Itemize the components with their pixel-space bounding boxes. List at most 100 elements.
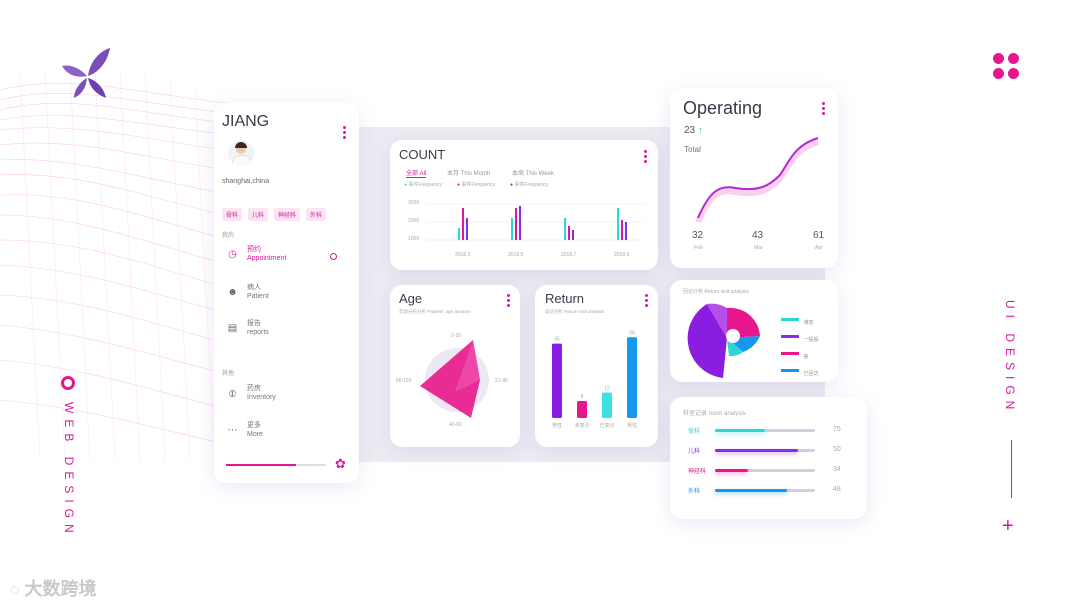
legend-item-1: ● 事件Frequency (404, 182, 443, 188)
room-bar-track (715, 449, 815, 452)
bar-group-1 (458, 208, 468, 240)
profile-card (214, 103, 359, 483)
y-tick: 2000 (408, 218, 420, 224)
operating-label: Total (684, 145, 701, 154)
revisit-legend: 满意 一般般 差 已回访 (781, 311, 818, 379)
operating-point-value: 43 (752, 230, 764, 241)
operating-point-value: 32 (692, 230, 704, 241)
operating-menu-icon[interactable] (822, 102, 826, 116)
return-title: Return (545, 291, 585, 306)
plus-icon[interactable]: + (1002, 515, 1014, 537)
age-radar-chart (420, 340, 489, 418)
rooms-subtitle: 科室记录 room analysis (683, 411, 746, 417)
operating-line-chart (695, 137, 820, 224)
progress-fill (226, 464, 296, 466)
room-name: 外科 (688, 489, 701, 495)
count-menu-icon[interactable] (644, 150, 648, 164)
legend-entry: 差 (781, 345, 818, 362)
room-bar-track (715, 469, 815, 472)
y-tick: 3000 (408, 200, 420, 206)
age-menu-icon[interactable] (507, 294, 511, 308)
more-icon: ⋯ (227, 425, 238, 436)
return-bar-value: 8 (581, 394, 584, 400)
person-icon: ☻ (227, 287, 238, 298)
room-name: 儿科 (688, 449, 701, 455)
tab-week[interactable]: 本周 This Week (512, 171, 554, 177)
count-card (390, 140, 658, 270)
legend-entry: 一般般 (781, 328, 818, 345)
x-tick: 2018.9 (614, 252, 630, 258)
return-bar (552, 343, 562, 418)
bar (515, 208, 517, 240)
sidebar-item-reports[interactable]: 报告 reports (247, 320, 269, 336)
age-subtitle: 年龄分布分析 Patients' age analysis (399, 309, 471, 314)
operating-month: Apr (815, 245, 823, 251)
count-bar-chart (425, 203, 645, 241)
tag-chip[interactable]: 外科 (306, 208, 327, 221)
room-name: 神经科 (688, 469, 707, 475)
operating-value: 23 ↑ (684, 125, 703, 136)
room-bar-track (715, 489, 815, 492)
tab-month[interactable]: 本月 This Month (447, 171, 491, 177)
return-bar-value: 38 (629, 330, 635, 336)
operating-card (670, 88, 838, 268)
bar (617, 208, 619, 240)
room-row: 外科 48 (683, 484, 853, 504)
bar (572, 230, 574, 240)
legend-entry: 满意 (781, 311, 818, 328)
revisit-subtitle: 回访分析 Return visit analysis (683, 289, 749, 295)
sidebar-item-inventory[interactable]: 药房 Inventory (247, 385, 276, 401)
return-bar-value: 35 (554, 337, 560, 343)
clock-icon: ◷ (228, 249, 237, 260)
return-menu-icon[interactable] (645, 294, 649, 308)
sidebar-item-more[interactable]: 更多 More (247, 422, 263, 438)
section-other-label: 其他 (222, 371, 235, 377)
bar (466, 218, 468, 240)
grid-dots-icon[interactable] (993, 53, 1021, 81)
progress-track[interactable] (226, 464, 326, 466)
rooms-card (670, 397, 867, 519)
age-label: 60-150 (396, 378, 412, 384)
age-title: Age (399, 291, 423, 306)
bar (625, 222, 627, 240)
bar (458, 228, 460, 240)
room-value: 75 (833, 426, 841, 433)
tag-chip[interactable]: 神经科 (274, 208, 301, 221)
sidebar-item-appointment[interactable]: 预约 Appointment (247, 246, 287, 262)
ui-design-label: UI DESIGN (1003, 300, 1017, 416)
return-bar (627, 337, 637, 418)
bar (621, 220, 623, 240)
bar-group-2 (511, 206, 521, 240)
room-bar-fill (715, 449, 798, 452)
profile-name: JIANG (222, 113, 270, 130)
sidebar-item-patient[interactable]: 病人 Patient (247, 284, 269, 300)
x-tick: 2018.5 (508, 252, 524, 258)
legend-entry: 已回访 (781, 362, 818, 379)
room-bar-fill (715, 489, 787, 492)
tab-all[interactable]: 全部 All (406, 168, 427, 178)
butterfly-logo (62, 48, 110, 98)
operating-month: Feb (694, 245, 703, 251)
specialty-tags: 骨科 儿科 神经科 外科 (222, 204, 332, 222)
room-bar-fill (715, 469, 748, 472)
legend-item-2: ● 事件Frequency (457, 182, 496, 188)
tag-chip[interactable]: 骨科 (222, 208, 243, 221)
y-tick: 1000 (408, 236, 420, 242)
circle-icon (61, 376, 75, 390)
tag-chip[interactable]: 儿科 (248, 208, 269, 221)
return-bar-label: 未复诊 (574, 422, 589, 429)
operating-point-value: 61 (813, 230, 825, 241)
flower-settings-icon[interactable]: ✿ (335, 456, 346, 471)
bar-group-4 (617, 208, 627, 240)
bar (511, 218, 513, 240)
avatar[interactable] (228, 140, 254, 166)
return-bar-chart: 35 男性 8 未复诊 12 已复诊 38 男性 (552, 330, 637, 429)
legend-item-3: ● 事件Frequency (510, 182, 549, 188)
x-tick: 2018.7 (561, 252, 577, 258)
return-bar-label: 男性 (552, 422, 562, 429)
section-mine-label: 我的 (222, 233, 235, 239)
bar (519, 206, 521, 240)
profile-menu-icon[interactable] (343, 126, 347, 140)
bar (462, 208, 464, 240)
operating-month: Mar (754, 245, 763, 251)
